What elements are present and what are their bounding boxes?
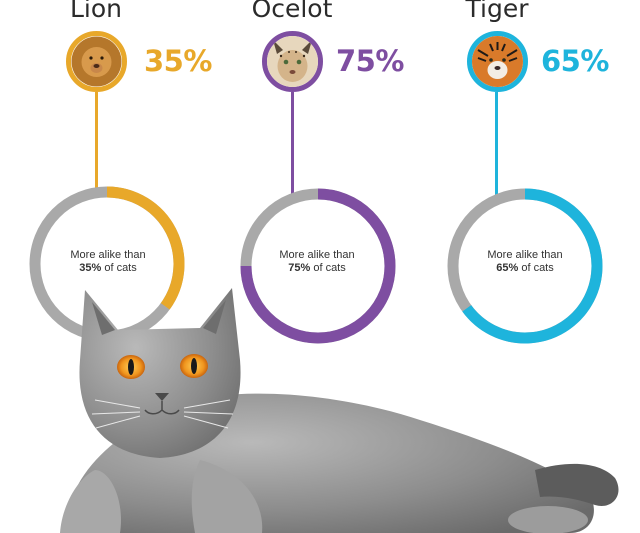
tiger-icon — [467, 31, 528, 92]
tiger-ring-bold: 65% — [496, 262, 519, 274]
tiger-stem — [495, 92, 498, 196]
lion-title: Lion — [69, 0, 122, 23]
lion-ring-rest: of cats — [101, 262, 137, 274]
ocelot-ring-bold: 75% — [288, 262, 311, 274]
lion-ring-arc — [106, 186, 185, 310]
tiger-ring-line1: More alike than — [487, 249, 563, 261]
ocelot-ring-label: More alike than 75% of cats — [252, 249, 382, 275]
tiger-ring-arc — [462, 188, 603, 344]
lion-ring-label: More alike than 35% of cats — [43, 249, 173, 275]
lion-stem — [95, 92, 98, 197]
ocelot-ring-line1: More alike than — [279, 249, 355, 261]
ocelot-ring-rest: of cats — [310, 262, 346, 274]
lion-icon — [66, 31, 127, 92]
tiger-ring-rest: of cats — [518, 262, 554, 274]
lion-percent: 35% — [144, 44, 212, 78]
tiger-percent: 65% — [541, 44, 609, 78]
ocelot-icon — [262, 31, 323, 92]
tiger-ring-label: More alike than 65% of cats — [460, 249, 590, 275]
tiger-title: Tiger — [465, 0, 529, 23]
lion-ring-bold: 35% — [79, 262, 102, 274]
ocelot-ring-arc — [240, 188, 396, 344]
ocelot-title: Ocelot — [251, 0, 333, 23]
ocelot-percent: 75% — [336, 44, 404, 78]
ocelot-stem — [291, 92, 294, 196]
lion-ring-line1: More alike than — [70, 249, 146, 261]
